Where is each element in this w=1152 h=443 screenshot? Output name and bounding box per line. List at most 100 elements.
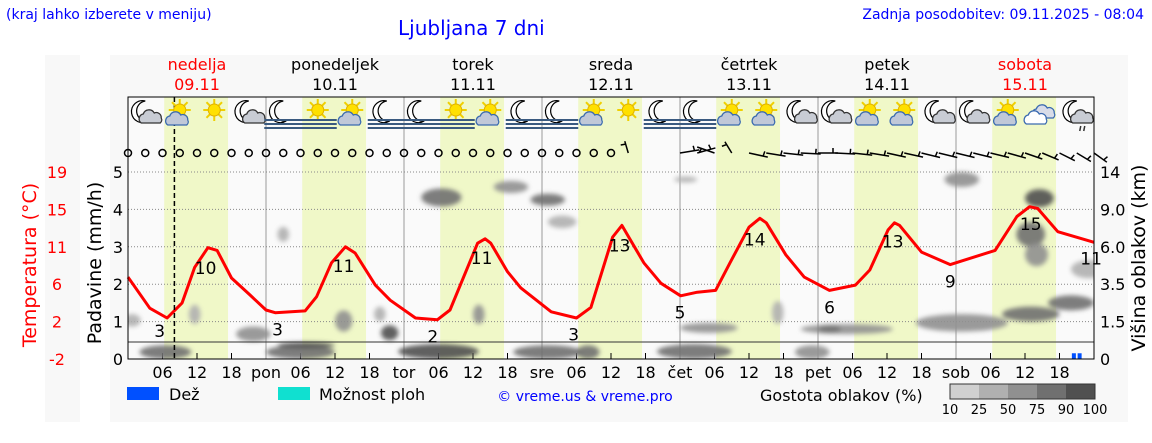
hour-tick-label: 12 <box>463 363 483 382</box>
wind-barb-icon <box>955 151 975 159</box>
cloud-shape <box>993 111 1017 126</box>
cloud-blob <box>381 325 399 341</box>
weather-icon-sun-fog <box>298 99 337 129</box>
cloud-blob <box>1025 243 1048 267</box>
barb-tick <box>708 144 712 150</box>
sun-ray <box>321 113 327 119</box>
cloud-height-tick-label: 6.0 <box>1100 238 1125 257</box>
wind-calm-icon <box>520 148 529 158</box>
barb-tick <box>951 151 956 157</box>
page-title: Ljubljana 7 dni <box>398 16 545 40</box>
wind-calm-icon <box>555 148 564 158</box>
wind-barb-icon <box>818 148 838 154</box>
wind-calm-icon <box>382 148 391 158</box>
precip-tick-label: 4 <box>113 200 123 219</box>
barb-tick <box>1020 151 1025 158</box>
hour-tick-label: 12 <box>739 363 759 382</box>
weather-icon-sun-fog <box>436 99 475 129</box>
sun-ray <box>757 101 763 107</box>
sun-ray <box>171 101 177 107</box>
barb-shaft <box>1059 152 1076 162</box>
moon-shape <box>372 100 391 124</box>
rain-drop <box>1079 125 1082 132</box>
wind-barb-icon <box>1093 152 1108 163</box>
weather-icon-sun <box>617 99 640 121</box>
cloud-blob <box>1048 295 1094 311</box>
moon-shape <box>544 100 563 124</box>
sun-ray <box>459 113 465 119</box>
barb-shaft <box>1024 152 1043 160</box>
location-hint: (kraj lahko izberete v meniju) <box>6 7 212 23</box>
cloud-height-tick-label: 9.0 <box>1100 200 1125 219</box>
wind-calm-icon <box>175 148 184 158</box>
barb-tick <box>620 143 626 146</box>
temp-value-label: 14 <box>744 231 766 251</box>
sun-ray <box>861 101 867 107</box>
wind-barb-icon <box>748 151 768 158</box>
precip-bar <box>1071 353 1076 359</box>
sun-ray <box>447 101 453 107</box>
temp-value-label: 11 <box>333 257 355 277</box>
hour-tick-label: 12 <box>601 363 621 382</box>
wind-calm-icon <box>537 148 547 158</box>
sun-disc <box>449 103 463 117</box>
cloud-height-axis-title: Višina oblakov (km) <box>1128 165 1150 352</box>
moon-shape <box>648 100 667 124</box>
temp-value-label: 3 <box>568 325 579 345</box>
cloud-blob <box>772 301 784 325</box>
sun-ray <box>205 101 211 107</box>
hour-tick-label: 12 <box>325 363 345 382</box>
wind-calm-icon <box>210 148 219 158</box>
barb-shaft <box>1076 152 1092 163</box>
cloud-height-tick-label: 0 <box>1100 350 1110 369</box>
day-date: 11.11 <box>450 75 496 94</box>
barb-shaft <box>783 152 804 156</box>
wind-calm-icon <box>296 148 305 158</box>
temp-axis-title: Temperatura (°C) <box>19 183 41 348</box>
wind-row <box>123 140 1108 163</box>
barb-shaft <box>990 152 1010 159</box>
sun-ray <box>343 101 349 107</box>
weather-icon-moon-fog <box>402 100 441 129</box>
sun-ray <box>873 101 879 107</box>
wind-barb-icon <box>1076 152 1092 163</box>
cloud-blob <box>1025 189 1054 208</box>
precip-tick-label: 1 <box>113 313 123 332</box>
cloud-shape <box>828 109 853 124</box>
wind-barb-icon <box>886 151 906 158</box>
hour-tick-label: 18 <box>773 363 793 382</box>
density-swatch <box>1008 384 1037 399</box>
barb-shaft <box>955 152 975 159</box>
barb-shaft <box>624 140 629 154</box>
cloud-blob <box>576 345 600 359</box>
density-step-label: 75 <box>1029 403 1046 418</box>
density-step-label: 50 <box>1000 403 1017 418</box>
density-step-label: 90 <box>1058 403 1075 418</box>
barb-tick <box>934 151 938 157</box>
wind-barb-icon <box>1024 152 1043 160</box>
hour-tick-label: 18 <box>1049 363 1069 382</box>
sun-ray <box>631 113 637 119</box>
sun-ray <box>459 101 465 107</box>
sun-ray <box>597 101 603 107</box>
weather-icon-sun-cloud <box>993 99 1019 126</box>
wind-barb-icon <box>835 148 856 155</box>
cloud-blob <box>277 342 335 349</box>
day-abbr-label: pet <box>805 363 831 382</box>
sun-ray <box>1011 101 1017 107</box>
weather-icon-sun-cloud <box>717 99 743 126</box>
copyright-link[interactable]: © vreme.us & vreme.pro <box>497 389 672 405</box>
hour-tick-label: 18 <box>497 363 517 382</box>
barb-shaft <box>869 152 890 157</box>
wind-barb-icon <box>852 149 873 156</box>
barb-tick <box>1103 156 1108 161</box>
temp-tick-label: 2 <box>52 313 62 332</box>
cloud-blob <box>1016 221 1046 247</box>
precip-tick-label: 3 <box>113 238 123 257</box>
cloud-blob <box>915 314 1008 332</box>
wind-barb-icon <box>869 150 890 157</box>
barb-tick <box>1070 154 1075 160</box>
cloud-blob <box>795 345 830 359</box>
weather-icon-sun-cloud <box>579 99 605 126</box>
